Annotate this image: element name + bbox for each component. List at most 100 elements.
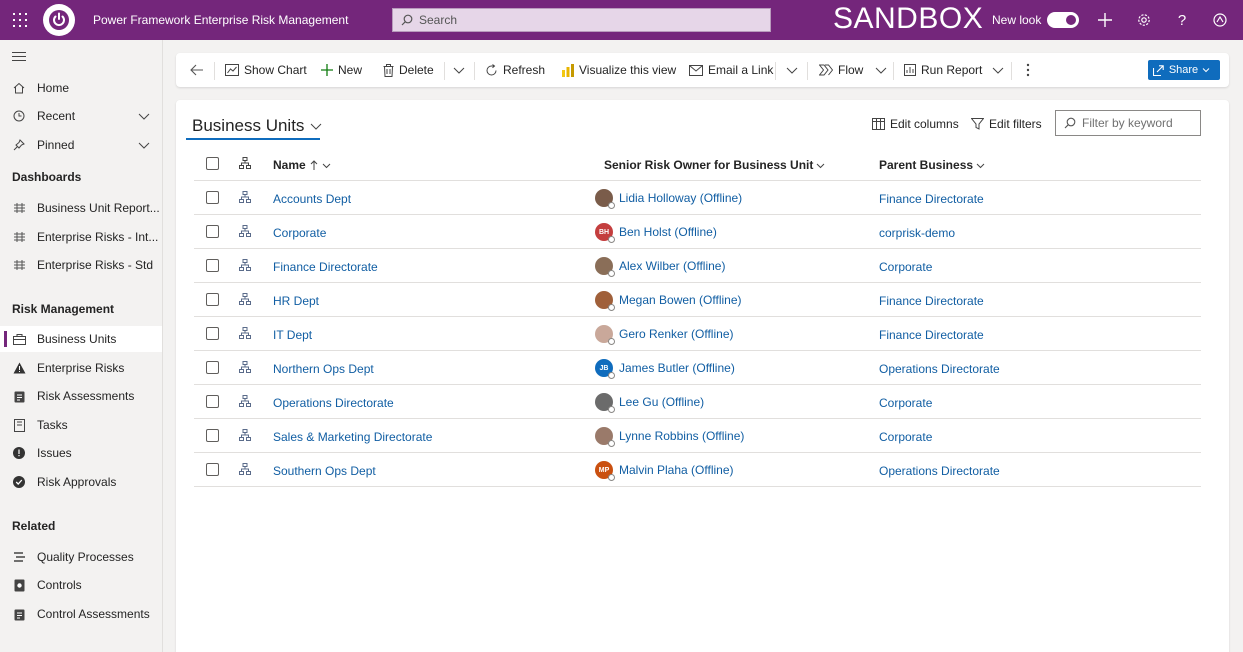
back-button[interactable] [190, 53, 209, 87]
sidebar-item-enterprise-risks[interactable]: Enterprise Risks [0, 355, 162, 381]
chevron-down-icon[interactable] [875, 64, 887, 76]
owner-name-link[interactable]: Lynne Robbins (Offline) [619, 429, 745, 443]
sidebar-item-pinned[interactable]: Pinned [0, 132, 162, 158]
business-unit-name-link[interactable]: HR Dept [273, 294, 320, 308]
chevron-down-icon[interactable] [992, 64, 1004, 76]
hierarchy-icon[interactable] [239, 225, 251, 237]
table-row[interactable]: Operations Directorate Lee Gu (Offline) … [194, 385, 1201, 419]
more-commands-dropdown[interactable] [453, 53, 470, 87]
avatar[interactable] [595, 427, 615, 447]
owner-name-link[interactable]: Ben Holst (Offline) [619, 225, 717, 239]
avatar[interactable] [595, 291, 615, 311]
select-all-checkbox[interactable] [206, 157, 219, 170]
business-unit-name-link[interactable]: Northern Ops Dept [273, 362, 374, 376]
sidebar-item-enterprise-risks-int[interactable]: Enterprise Risks - Int... [0, 224, 162, 250]
sidebar-item-quality-processes[interactable]: Quality Processes [0, 544, 162, 570]
parent-business-link[interactable]: corprisk-demo [879, 226, 956, 240]
business-unit-name-link[interactable]: Corporate [273, 226, 327, 240]
sidebar-item-business-unit-report[interactable]: Business Unit Report... [0, 195, 162, 221]
add-button[interactable] [1095, 10, 1115, 30]
show-chart-button[interactable]: Show Chart [225, 53, 307, 87]
sidebar-item-control-assessments[interactable]: Control Assessments [0, 601, 162, 627]
app-title[interactable]: Power Framework Enterprise Risk Manageme… [93, 13, 349, 27]
hierarchy-icon[interactable] [239, 259, 251, 271]
avatar[interactable]: MP [595, 461, 615, 481]
chevron-down-icon[interactable] [138, 110, 150, 122]
sidebar-item-home[interactable]: Home [0, 75, 162, 101]
owner-name-link[interactable]: Alex Wilber (Offline) [619, 259, 726, 273]
settings-button[interactable] [1134, 10, 1154, 30]
hierarchy-icon[interactable] [239, 395, 251, 407]
hierarchy-icon[interactable] [239, 327, 251, 339]
assistance-button[interactable] [1210, 10, 1230, 30]
parent-business-link[interactable]: Finance Directorate [879, 192, 984, 206]
hamburger-menu-button[interactable] [12, 52, 26, 64]
sidebar-item-issues[interactable]: Issues [0, 440, 162, 466]
table-row[interactable]: Sales & Marketing Directorate Lynne Robb… [194, 419, 1201, 453]
sidebar-item-tasks[interactable]: Tasks [0, 412, 162, 438]
business-unit-name-link[interactable]: Accounts Dept [273, 192, 352, 206]
column-header-parent-business[interactable]: Parent Business [879, 158, 985, 172]
row-checkbox[interactable] [206, 259, 219, 272]
table-row[interactable]: Finance Directorate Alex Wilber (Offline… [194, 249, 1201, 283]
table-row[interactable]: Accounts Dept Lidia Holloway (Offline) F… [194, 181, 1201, 215]
business-unit-name-link[interactable]: IT Dept [273, 328, 313, 342]
business-unit-name-link[interactable]: Operations Directorate [273, 396, 394, 410]
row-checkbox[interactable] [206, 429, 219, 442]
hierarchy-icon[interactable] [239, 157, 251, 169]
row-checkbox[interactable] [206, 327, 219, 340]
edit-columns-button[interactable]: Edit columns [872, 117, 959, 131]
avatar[interactable] [595, 393, 615, 413]
edit-filters-button[interactable]: Edit filters [971, 117, 1042, 131]
avatar[interactable] [595, 257, 615, 277]
avatar[interactable]: BH [595, 223, 615, 243]
parent-business-link[interactable]: Corporate [879, 396, 933, 410]
parent-business-link[interactable]: Operations Directorate [879, 362, 1000, 376]
parent-business-link[interactable]: Corporate [879, 260, 933, 274]
email-link-dropdown[interactable] [786, 53, 803, 87]
hierarchy-icon[interactable] [239, 293, 251, 305]
row-checkbox[interactable] [206, 395, 219, 408]
email-link-button[interactable]: Email a Link [689, 53, 773, 87]
more-options-button[interactable] [1026, 53, 1035, 87]
avatar[interactable] [595, 189, 615, 209]
app-logo[interactable] [43, 4, 75, 36]
sidebar-item-enterprise-risks-std[interactable]: Enterprise Risks - Std [0, 252, 162, 278]
table-row[interactable]: Corporate BH Ben Holst (Offline) corpris… [194, 215, 1201, 249]
owner-name-link[interactable]: Lidia Holloway (Offline) [619, 191, 743, 205]
row-checkbox[interactable] [206, 191, 219, 204]
row-checkbox[interactable] [206, 361, 219, 374]
owner-name-link[interactable]: Malvin Plaha (Offline) [619, 463, 734, 477]
avatar[interactable]: JB [595, 359, 615, 379]
new-look-toggle[interactable] [1047, 12, 1079, 28]
parent-business-link[interactable]: Corporate [879, 430, 933, 444]
sidebar-item-controls[interactable]: Controls [0, 572, 162, 598]
visualize-view-button[interactable]: Visualize this view [562, 53, 676, 87]
parent-business-link[interactable]: Finance Directorate [879, 328, 984, 342]
hierarchy-icon[interactable] [239, 191, 251, 203]
business-unit-name-link[interactable]: Sales & Marketing Directorate [273, 430, 433, 444]
avatar[interactable] [595, 325, 615, 345]
flow-button[interactable]: Flow [819, 53, 892, 87]
business-unit-name-link[interactable]: Finance Directorate [273, 260, 378, 274]
refresh-button[interactable]: Refresh [485, 53, 545, 87]
hierarchy-icon[interactable] [239, 463, 251, 475]
filter-by-keyword-input[interactable]: Filter by keyword [1055, 110, 1201, 136]
sidebar-item-business-units[interactable]: Business Units [0, 326, 162, 352]
sidebar-item-risk-assessments[interactable]: Risk Assessments [0, 383, 162, 409]
app-launcher-button[interactable] [0, 0, 40, 40]
owner-name-link[interactable]: Megan Bowen (Offline) [619, 293, 742, 307]
table-row[interactable]: HR Dept Megan Bowen (Offline) Finance Di… [194, 283, 1201, 317]
row-checkbox[interactable] [206, 463, 219, 476]
owner-name-link[interactable]: Gero Renker (Offline) [619, 327, 734, 341]
table-row[interactable]: IT Dept Gero Renker (Offline) Finance Di… [194, 317, 1201, 351]
owner-name-link[interactable]: Lee Gu (Offline) [619, 395, 705, 409]
parent-business-link[interactable]: Finance Directorate [879, 294, 984, 308]
business-unit-name-link[interactable]: Southern Ops Dept [273, 464, 376, 478]
column-header-name[interactable]: Name [273, 158, 331, 172]
table-row[interactable]: Northern Ops Dept JB James Butler (Offli… [194, 351, 1201, 385]
chevron-down-icon[interactable] [138, 139, 150, 151]
global-search-input[interactable]: Search [392, 8, 771, 32]
delete-button[interactable]: Delete [383, 53, 434, 87]
help-button[interactable]: ? [1172, 10, 1192, 30]
